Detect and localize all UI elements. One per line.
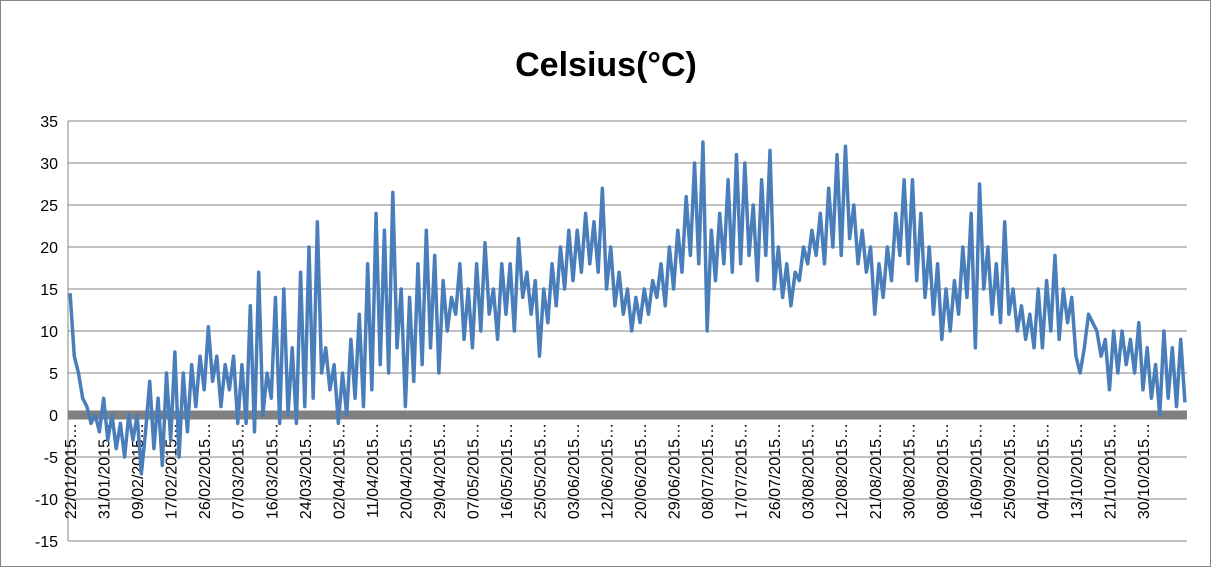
- x-tick-label: 16/05/2015…: [499, 423, 516, 519]
- x-tick-label: 12/06/2015…: [600, 423, 617, 519]
- x-tick-label: 29/04/2015…: [432, 423, 449, 519]
- y-tick-label: 35: [40, 114, 58, 131]
- x-tick-label: 31/01/2015…: [97, 423, 114, 519]
- x-tick-label: 07/03/2015…: [231, 423, 248, 519]
- y-tick-label: 15: [40, 282, 58, 299]
- x-tick-label: 22/01/2015…: [63, 423, 80, 519]
- chart-title: Celsius(°C): [515, 46, 697, 84]
- y-tick-label: -5: [44, 450, 58, 467]
- x-tick-label: 30/08/2015…: [901, 423, 918, 519]
- x-tick-label: 08/09/2015…: [935, 423, 952, 519]
- x-tick-label: 21/10/2015…: [1102, 423, 1119, 519]
- x-tick-label: 07/05/2015…: [465, 423, 482, 519]
- x-tick-label: 12/08/2015…: [834, 423, 851, 519]
- temperature-line: [68, 140, 1187, 476]
- x-tick-label: 25/09/2015…: [1002, 423, 1019, 519]
- x-tick-label: 16/09/2015…: [968, 423, 985, 519]
- y-tick-label: 30: [40, 156, 58, 173]
- x-tick-label: 30/10/2015…: [1136, 423, 1153, 519]
- y-tick-label: -10: [35, 492, 58, 509]
- x-tick-label: 04/10/2015…: [1035, 423, 1052, 519]
- x-tick-label: 17/07/2015…: [734, 423, 751, 519]
- x-tick-label: 02/04/2015…: [331, 423, 348, 519]
- y-tick-label: 0: [49, 408, 58, 425]
- x-tick-label: 03/06/2015…: [566, 423, 583, 519]
- x-tick-label: 29/06/2015…: [667, 423, 684, 519]
- x-tick-label: 25/05/2015…: [532, 423, 549, 519]
- x-tick-label: 26/07/2015…: [767, 423, 784, 519]
- y-tick-label: 10: [40, 324, 58, 341]
- x-tick-label: 26/02/2015…: [197, 423, 214, 519]
- y-tick-label: 20: [40, 240, 58, 257]
- y-tick-label: 25: [40, 198, 58, 215]
- x-tick-label: 24/03/2015…: [298, 423, 315, 519]
- x-tick-label: 03/08/2015…: [801, 423, 818, 519]
- x-tick-label: 21/08/2015…: [868, 423, 885, 519]
- x-tick-label: 08/07/2015…: [700, 423, 717, 519]
- x-tick-label: 16/03/2015…: [264, 423, 281, 519]
- y-tick-label: -15: [35, 534, 58, 551]
- x-tick-label: 13/10/2015…: [1069, 423, 1086, 519]
- x-tick-label: 17/02/2015…: [164, 423, 181, 519]
- x-tick-label: 11/04/2015…: [365, 423, 382, 518]
- x-tick-label: 20/06/2015…: [633, 423, 650, 519]
- y-tick-label: 5: [49, 366, 58, 383]
- x-tick-label: 20/04/2015…: [398, 423, 415, 519]
